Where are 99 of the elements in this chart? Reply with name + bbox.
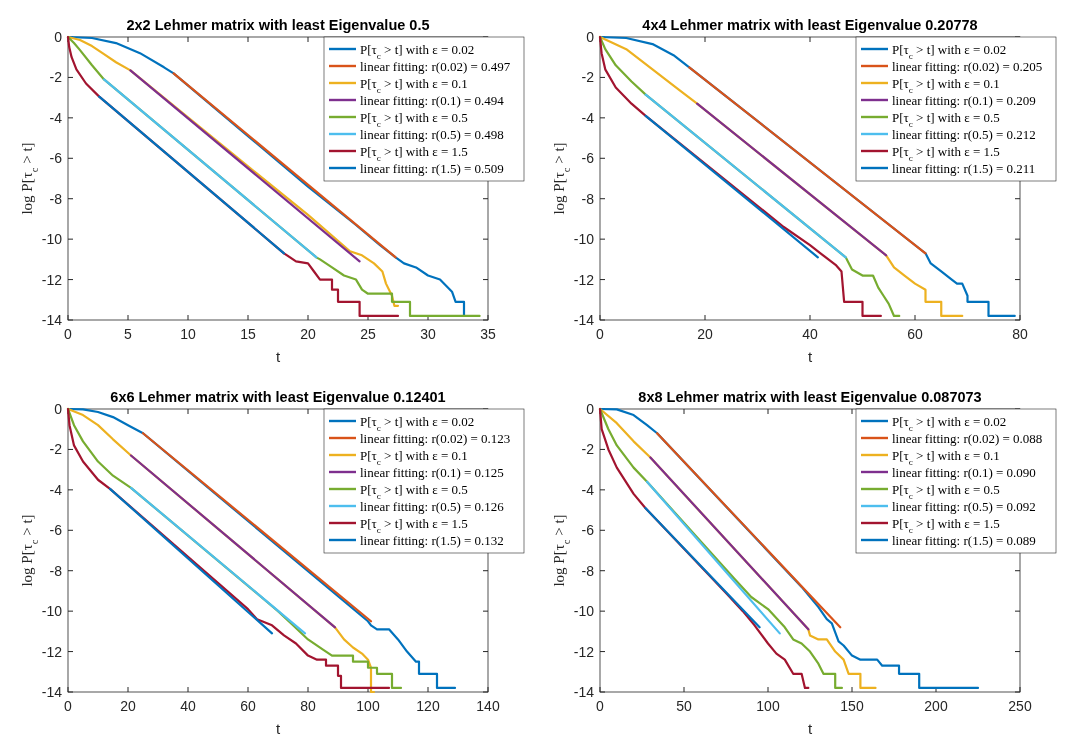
legend-label: linear fitting: r(1.5) = 0.211 <box>892 161 1036 176</box>
y-tick-label: 0 <box>54 401 63 417</box>
x-tick-label: 30 <box>420 326 436 342</box>
y-tick-label: -4 <box>581 481 595 498</box>
legend-label: P[τ$_{c}$ > t] with ε = 1.5 <box>892 516 1000 535</box>
x-tick-label: 10 <box>180 326 196 342</box>
x-tick-label: 15 <box>240 326 256 342</box>
legend-label: linear fitting: r(0.5) = 0.126 <box>360 499 505 514</box>
x-tick-label: 0 <box>64 698 73 714</box>
x-tick-label: 40 <box>180 698 196 714</box>
x-axis-title: t <box>807 720 813 737</box>
y-tick-label: -4 <box>581 109 595 126</box>
x-tick-label: 100 <box>756 698 780 714</box>
chart-title: 4x4 Lehmer matrix with least Eigenvalue 0.20778 <box>642 17 978 33</box>
x-tick-label: 140 <box>476 698 500 714</box>
x-tick-label: 20 <box>300 326 316 342</box>
y-tick-label: -4 <box>49 481 63 498</box>
legend-label: P[τ$_{c}$ > t] with ε = 0.5 <box>892 482 1000 501</box>
chart-title: 2x2 Lehmer matrix with least Eigenvalue 0.5 <box>126 17 430 33</box>
y-tick-label: 0 <box>586 401 595 417</box>
x-tick-label: 0 <box>596 698 605 714</box>
legend-label: linear fitting: r(0.02) = 0.123 <box>360 431 511 446</box>
y-tick-label: -6 <box>581 522 595 539</box>
x-tick-label: 20 <box>697 326 713 342</box>
legend-label: P[τ$_{c}$ > t] with ε = 0.1 <box>360 448 468 467</box>
x-tick-label: 35 <box>480 326 496 342</box>
y-tick-label: -2 <box>581 441 595 458</box>
x-axis-title: t <box>807 348 813 365</box>
legend-label: linear fitting: r(0.1) = 0.125 <box>360 465 504 480</box>
x-tick-label: 150 <box>840 698 864 714</box>
y-tick-label: -12 <box>41 271 63 288</box>
y-tick-label: -2 <box>49 69 63 86</box>
y-tick-label: -14 <box>573 312 595 328</box>
chart-title: 6x6 Lehmer matrix with least Eigenvalue 0.12401 <box>110 389 446 405</box>
x-tick-label: 40 <box>802 326 818 342</box>
y-tick-label: -12 <box>573 643 595 660</box>
legend-label: P[τ$_{c}$ > t] with ε = 1.5 <box>360 516 468 535</box>
legend-label: P[τ$_{c}$ > t] with ε = 0.02 <box>892 414 1007 433</box>
legend-label: P[τ$_{c}$ > t] with ε = 0.5 <box>360 110 468 129</box>
legend-label: P[τ$_{c}$ > t] with ε = 0.02 <box>360 42 475 61</box>
legend-label: linear fitting: r(0.5) = 0.212 <box>892 127 1036 142</box>
chart-title: 8x8 Lehmer matrix with least Eigenvalue 0.087073 <box>638 389 982 405</box>
x-tick-label: 250 <box>1008 698 1032 714</box>
legend-label: P[τ$_{c}$ > t] with ε = 0.02 <box>892 42 1007 61</box>
legend-label: P[τ$_{c}$ > t] with ε = 0.1 <box>360 76 468 95</box>
y-tick-label: -14 <box>41 312 63 328</box>
legend-label: P[τ$_{c}$ > t] with ε = 1.5 <box>892 144 1000 163</box>
x-tick-label: 50 <box>676 698 692 714</box>
legend-label: linear fitting: r(0.1) = 0.209 <box>892 93 1036 108</box>
y-tick-label: -2 <box>49 441 63 458</box>
y-tick-label: 0 <box>586 29 595 45</box>
legend-label: P[τ$_{c}$ > t] with ε = 0.5 <box>360 482 468 501</box>
legend-label: linear fitting: r(0.02) = 0.088 <box>892 431 1043 446</box>
y-tick-label: -8 <box>49 562 63 579</box>
x-tick-label: 0 <box>64 326 73 342</box>
x-tick-label: 0 <box>596 326 605 342</box>
x-tick-label: 60 <box>240 698 256 714</box>
y-tick-label: -14 <box>573 684 595 700</box>
x-tick-label: 120 <box>416 698 440 714</box>
legend-label: linear fitting: r(0.1) = 0.090 <box>892 465 1036 480</box>
legend-label: linear fitting: r(0.1) = 0.494 <box>360 93 505 108</box>
legend-label: linear fitting: r(0.02) = 0.497 <box>360 59 511 74</box>
legend-label: linear fitting: r(0.02) = 0.205 <box>892 59 1043 74</box>
y-tick-label: 0 <box>54 29 63 45</box>
y-tick-label: -8 <box>581 190 595 207</box>
x-tick-label: 25 <box>360 326 376 342</box>
x-tick-label: 200 <box>924 698 948 714</box>
legend-label: P[τ$_{c}$ > t] with ε = 0.5 <box>892 110 1000 129</box>
legend-label: P[τ$_{c}$ > t] with ε = 0.1 <box>892 76 1000 95</box>
legend-label: P[τ$_{c}$ > t] with ε = 0.02 <box>360 414 475 433</box>
y-tick-label: -2 <box>581 69 595 86</box>
x-tick-label: 80 <box>300 698 316 714</box>
y-tick-label: -12 <box>573 271 595 288</box>
y-tick-label: -4 <box>49 109 63 126</box>
x-tick-label: 80 <box>1012 326 1028 342</box>
y-tick-label: -12 <box>41 643 63 660</box>
legend-label: linear fitting: r(1.5) = 0.132 <box>360 533 504 548</box>
y-tick-label: -14 <box>41 684 63 700</box>
legend-label: linear fitting: r(0.5) = 0.092 <box>892 499 1036 514</box>
x-axis-title: t <box>275 720 281 737</box>
legend-label: P[τ$_{c}$ > t] with ε = 0.1 <box>892 448 1000 467</box>
x-tick-label: 100 <box>356 698 380 714</box>
y-tick-label: -10 <box>41 603 63 620</box>
y-tick-label: -8 <box>581 562 595 579</box>
x-axis-title: t <box>275 348 281 365</box>
y-tick-label: -10 <box>41 231 63 248</box>
x-tick-label: 5 <box>124 326 133 342</box>
legend-label: P[τ$_{c}$ > t] with ε = 1.5 <box>360 144 468 163</box>
y-tick-label: -8 <box>49 190 63 207</box>
y-tick-label: -10 <box>573 231 595 248</box>
y-tick-label: -6 <box>49 150 63 167</box>
x-tick-label: 20 <box>120 698 136 714</box>
legend-label: linear fitting: r(1.5) = 0.509 <box>360 161 504 176</box>
y-tick-label: -10 <box>573 603 595 620</box>
y-tick-label: -6 <box>49 522 63 539</box>
legend-label: linear fitting: r(1.5) = 0.089 <box>892 533 1036 548</box>
y-tick-label: -6 <box>581 150 595 167</box>
legend-label: linear fitting: r(0.5) = 0.498 <box>360 127 504 142</box>
x-tick-label: 60 <box>907 326 923 342</box>
